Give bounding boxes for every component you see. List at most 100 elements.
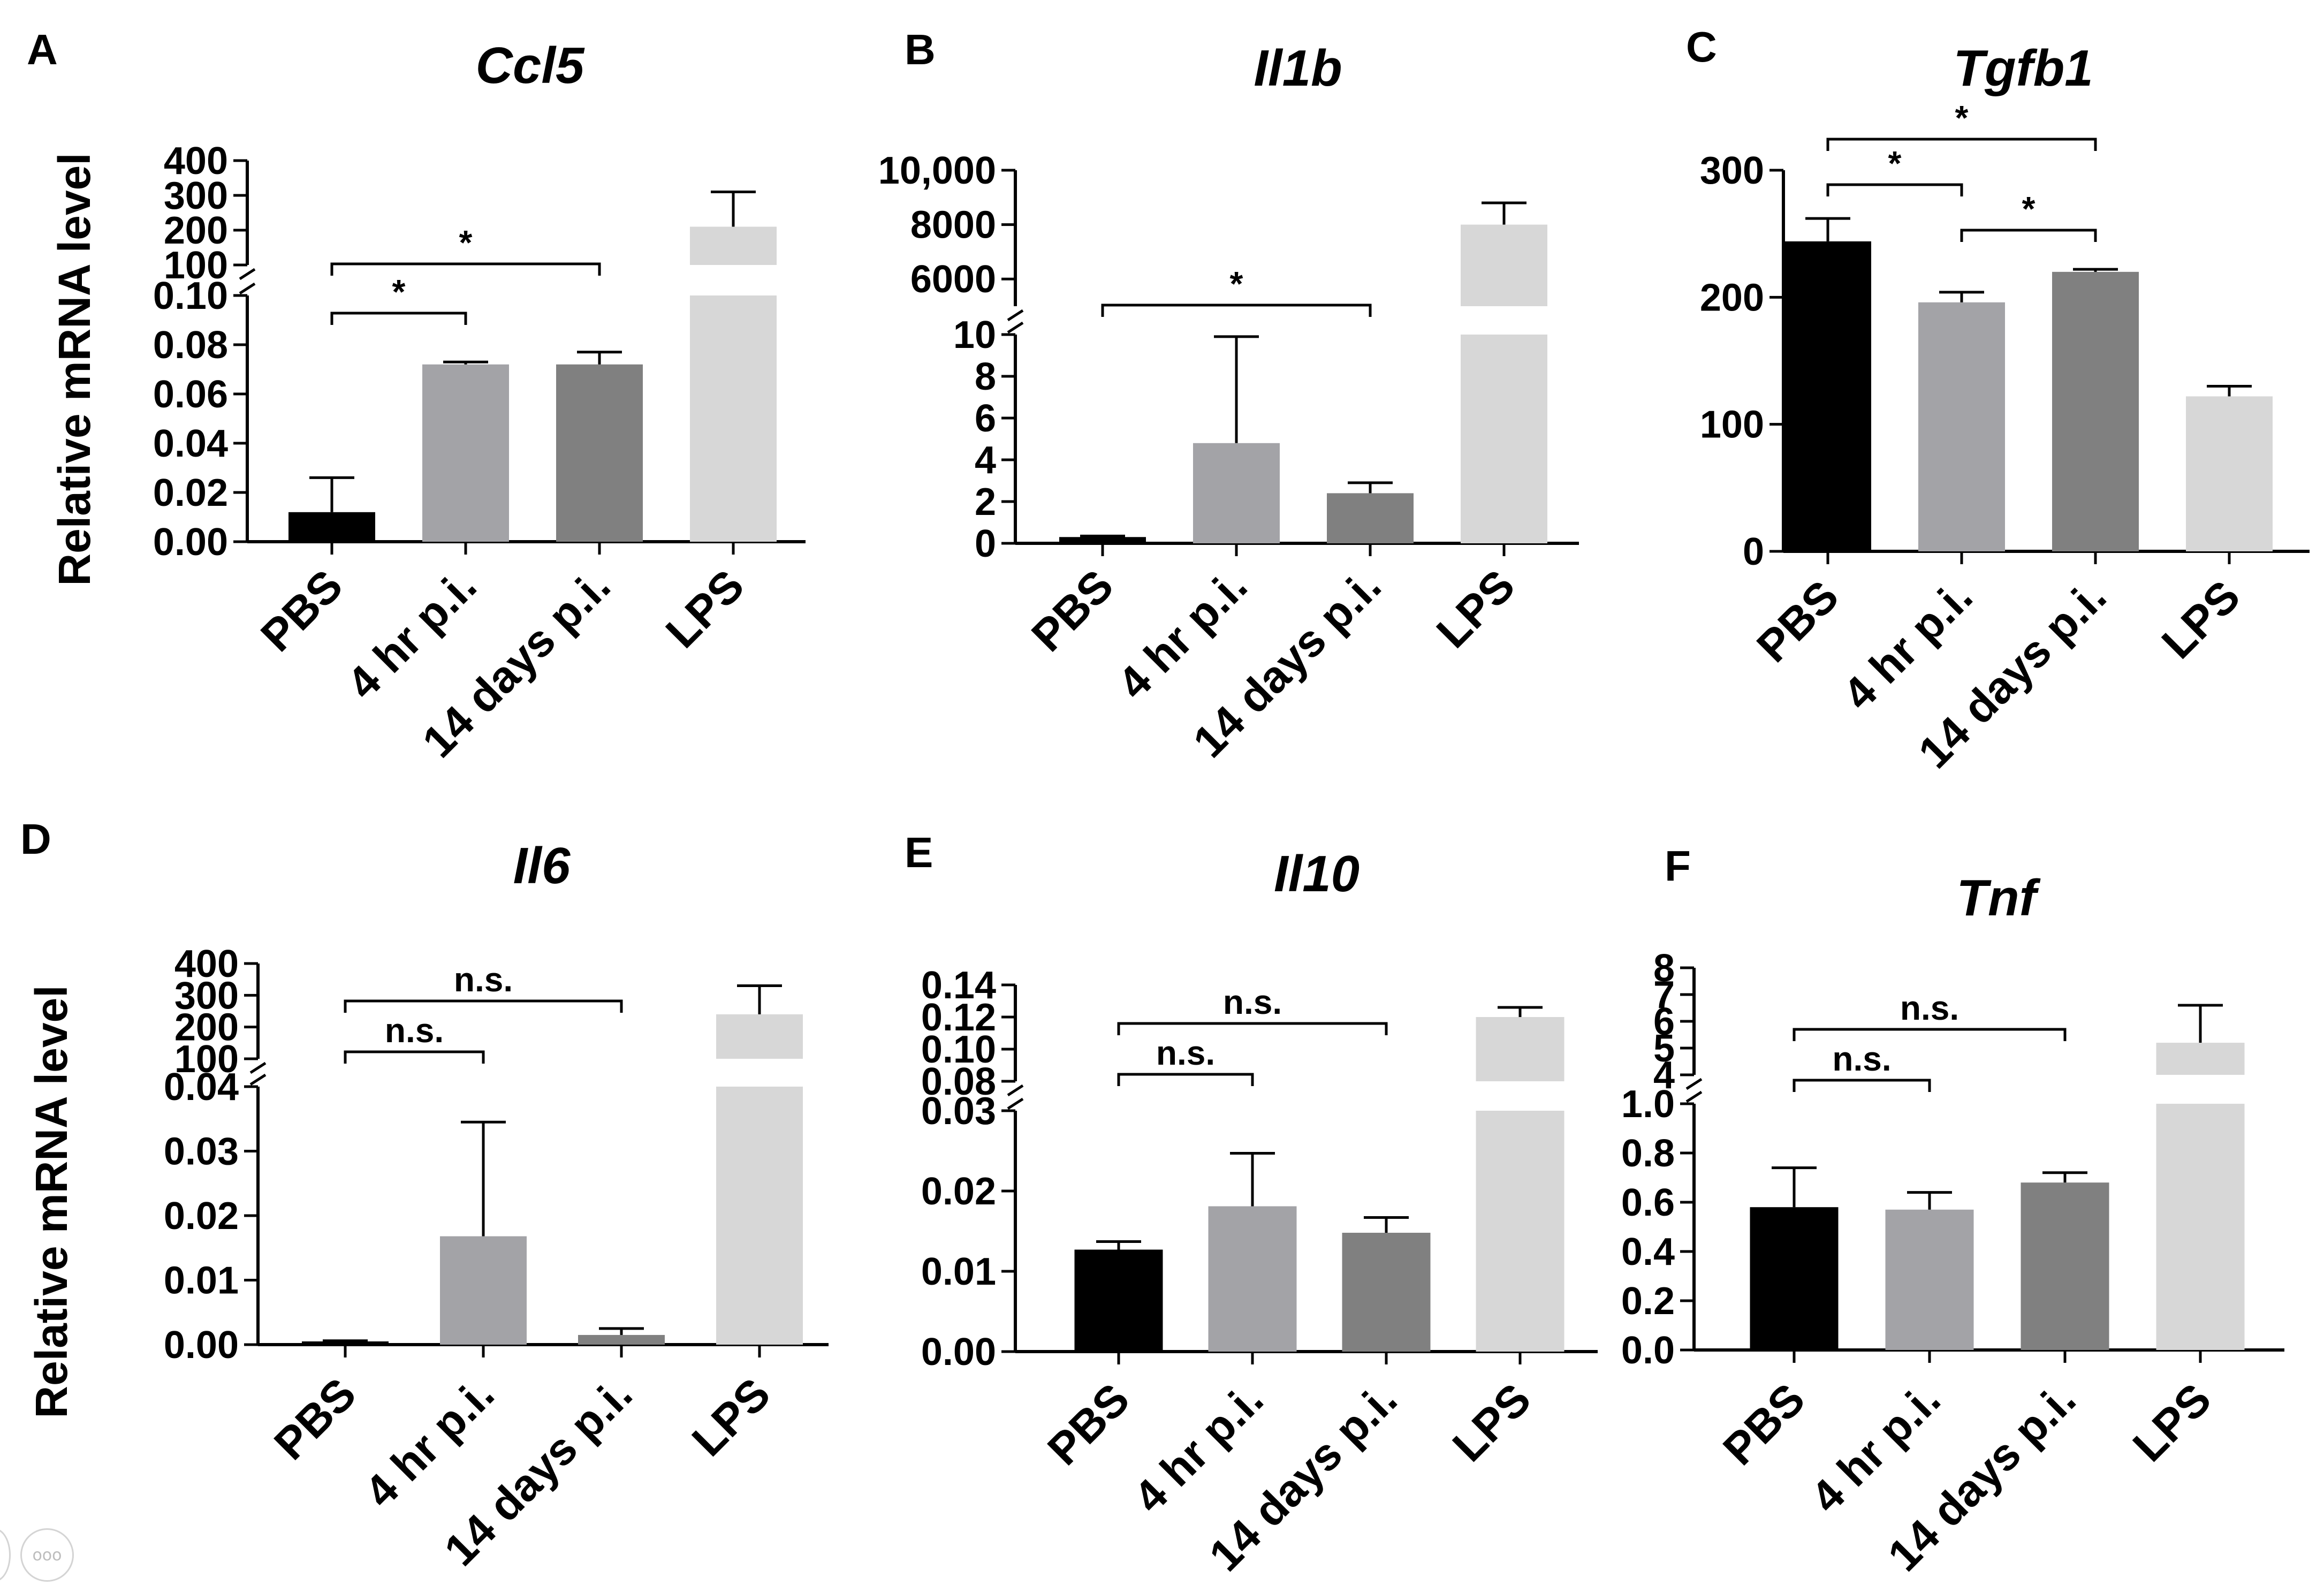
y-tick-label: 0.01 — [921, 1250, 996, 1293]
bar — [422, 364, 509, 542]
panel-d: D Il60.000.010.020.030.04100200300400PBS4… — [20, 815, 829, 1575]
significance-bracket — [1826, 138, 2097, 151]
y-axis-title: Relative mRNA level — [49, 153, 100, 586]
y-tick-label: 8 — [975, 355, 996, 398]
y-tick-label: 100 — [164, 244, 228, 287]
significance-bracket — [330, 312, 467, 325]
y-tick-label: 0.00 — [153, 521, 228, 564]
x-tick-label: PBS — [251, 560, 352, 661]
y-tick-label: 300 — [1700, 149, 1764, 192]
y-tick-label: 0.4 — [1621, 1231, 1675, 1273]
x-tick-label: PBS — [1713, 1374, 1814, 1475]
bar — [1750, 1207, 1839, 1350]
panel-letter: C — [1686, 23, 1717, 71]
y-tick-label: 10,000 — [878, 149, 996, 192]
significance-label: * — [2022, 189, 2036, 228]
y-tick-label: 0.03 — [164, 1131, 239, 1173]
x-tick-label: PBS — [264, 1368, 366, 1469]
y-tick-label: 0.06 — [153, 373, 228, 416]
bar — [2052, 271, 2139, 551]
y-tick-label: 0.02 — [921, 1170, 996, 1213]
y-tick-label: 100 — [174, 1038, 239, 1081]
significance-bracket — [1117, 1022, 1388, 1035]
axis-break-mark — [1685, 1090, 1703, 1103]
y-tick-label: 0.08 — [921, 1060, 996, 1103]
x-tick-label: PBS — [1747, 571, 1848, 672]
y-tick-label: 0.02 — [153, 472, 228, 514]
significance-label: n.s. — [1832, 1040, 1891, 1078]
y-tick-label: 100 — [1700, 404, 1764, 446]
y-tick-label: 6 — [1653, 1000, 1675, 1043]
significance-bracket — [1793, 1079, 1931, 1092]
bar — [302, 1341, 389, 1345]
y-tick-label: 0.00 — [921, 1331, 996, 1374]
axis-break-mark — [1685, 1078, 1703, 1090]
significance-label: n.s. — [454, 960, 513, 999]
y-tick-label: 10 — [953, 314, 996, 356]
panel-e: E Il10 0.00 0.01 0.02 0.030.080.100.120.14 PBS… — [905, 829, 1598, 1581]
y-tick-label: 0.6 — [1621, 1181, 1675, 1224]
panel-a: A Ccl5 0.00 0.02 0.04 0.06 0.08 0.1010020030040… — [27, 26, 806, 767]
y-tick-label: 300 — [174, 974, 239, 1017]
significance-label: n.s. — [1156, 1034, 1215, 1072]
bar — [1461, 335, 1547, 543]
significance-bracket — [1101, 304, 1372, 317]
axis-break-mark — [239, 268, 256, 280]
significance-label: * — [1888, 144, 1902, 183]
x-tick-label: PBS — [1038, 1374, 1139, 1475]
y-tick-label: 200 — [174, 1006, 239, 1049]
y-tick-label: 6 — [975, 397, 996, 440]
axis-break-mark — [1007, 321, 1024, 334]
bar — [716, 1014, 803, 1059]
bar — [2156, 1043, 2245, 1075]
y-tick-label: 0.04 — [164, 1066, 239, 1109]
bar — [1918, 302, 2005, 551]
y-tick-label: 0 — [1743, 530, 1764, 573]
bar — [716, 1087, 803, 1345]
y-tick-label: 4 — [975, 439, 996, 482]
x-tick-label: LPS — [1443, 1374, 1540, 1471]
significance-bracket — [344, 1050, 485, 1064]
bar — [1342, 1233, 1431, 1352]
significance-label: n.s. — [1900, 989, 1959, 1027]
bar — [1476, 1017, 1564, 1081]
significance-bracket — [1826, 183, 1963, 196]
y-tick-label: 0.01 — [164, 1260, 239, 1302]
more-options-button[interactable]: ooo — [20, 1528, 74, 1582]
bar — [2021, 1182, 2109, 1350]
chart-title: Ccl5 — [476, 37, 585, 94]
y-tick-label: 0.0 — [1621, 1329, 1675, 1372]
y-tick-label: 0.10 — [921, 1028, 996, 1071]
bar — [440, 1236, 527, 1345]
y-tick-label: 300 — [164, 175, 228, 217]
x-tick-label: LPS — [682, 1368, 780, 1466]
significance-label: n.s. — [1223, 983, 1282, 1021]
significance-bracket — [1117, 1073, 1254, 1086]
significance-label: n.s. — [385, 1011, 444, 1050]
significance-bracket — [330, 262, 601, 276]
panel-letter: D — [20, 815, 51, 863]
x-tick-label: LPS — [2152, 571, 2250, 668]
y-tick-label: 5 — [1653, 1027, 1675, 1070]
bar — [690, 226, 777, 265]
panel-letter: B — [905, 26, 936, 73]
y-tick-label: 2 — [975, 481, 996, 524]
significance-label: * — [459, 223, 473, 262]
chart-title: Tnf — [1956, 869, 2040, 927]
y-tick-label: 0.08 — [153, 324, 228, 367]
significance-bracket — [1793, 1028, 2067, 1041]
y-tick-label: 0.8 — [1621, 1132, 1675, 1175]
bar — [556, 364, 643, 542]
y-tick-label: 200 — [1700, 276, 1764, 319]
bar — [1476, 1111, 1564, 1352]
y-tick-label: 0.14 — [921, 964, 996, 1007]
significance-bracket — [1960, 229, 2097, 242]
bar — [690, 295, 777, 542]
bar — [1885, 1209, 1974, 1350]
y-tick-label: 0.03 — [921, 1090, 996, 1133]
axis-break-mark — [1007, 1097, 1024, 1110]
bar — [578, 1334, 665, 1345]
